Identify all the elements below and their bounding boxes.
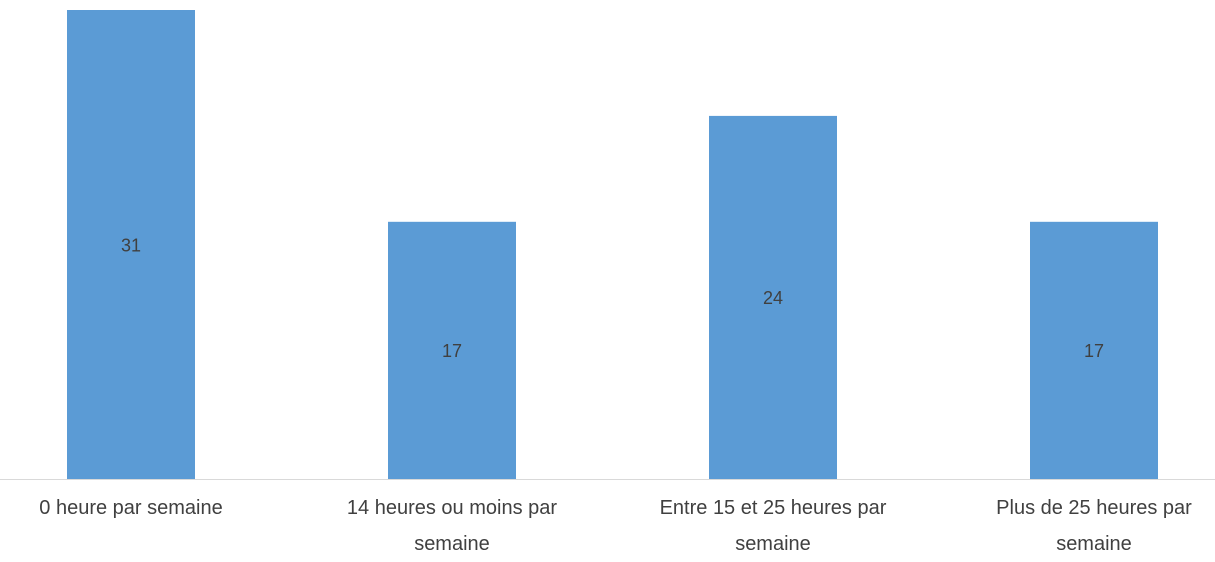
x-tick-label: Entre 15 et 25 heures par semaine <box>659 497 887 555</box>
bar <box>388 221 516 479</box>
data-label: 17 <box>1084 341 1104 361</box>
x-tick-label: Plus de 25 heures par semaine <box>996 497 1192 555</box>
bar <box>67 10 195 479</box>
data-label: 31 <box>121 235 141 255</box>
data-label: 24 <box>763 288 783 308</box>
bar <box>709 115 837 479</box>
x-tick-label: 0 heure par semaine <box>39 497 223 519</box>
x-tick-label: 14 heures ou moins par semaine <box>346 497 558 555</box>
data-label: 17 <box>442 341 462 361</box>
bar <box>1030 221 1158 479</box>
